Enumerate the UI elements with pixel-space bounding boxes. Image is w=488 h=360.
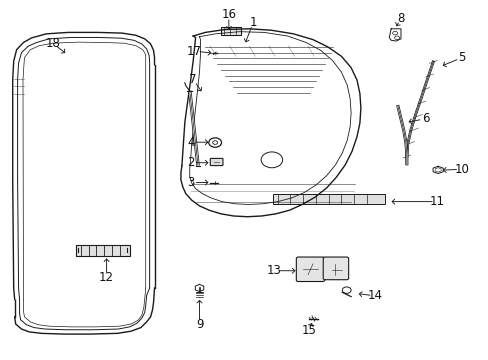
- Bar: [76, 245, 129, 256]
- Bar: [272, 194, 385, 204]
- FancyBboxPatch shape: [296, 257, 324, 282]
- Text: 14: 14: [367, 289, 382, 302]
- Text: 12: 12: [99, 271, 114, 284]
- Text: 17: 17: [187, 45, 202, 58]
- Text: 16: 16: [221, 8, 236, 21]
- Text: 9: 9: [195, 318, 203, 331]
- Text: 6: 6: [421, 112, 428, 125]
- FancyBboxPatch shape: [210, 158, 223, 166]
- Text: 15: 15: [301, 324, 316, 337]
- Text: 3: 3: [186, 176, 194, 189]
- Text: 10: 10: [454, 163, 468, 176]
- Text: 8: 8: [396, 12, 404, 24]
- Text: 13: 13: [266, 264, 281, 277]
- Text: 5: 5: [457, 51, 465, 64]
- Text: 11: 11: [429, 195, 444, 208]
- Text: 2: 2: [186, 156, 194, 169]
- Text: 7: 7: [189, 73, 197, 86]
- Text: 18: 18: [45, 37, 60, 50]
- Text: 4: 4: [186, 136, 194, 149]
- Text: 1: 1: [249, 16, 257, 29]
- FancyBboxPatch shape: [323, 257, 348, 280]
- FancyBboxPatch shape: [221, 27, 240, 35]
